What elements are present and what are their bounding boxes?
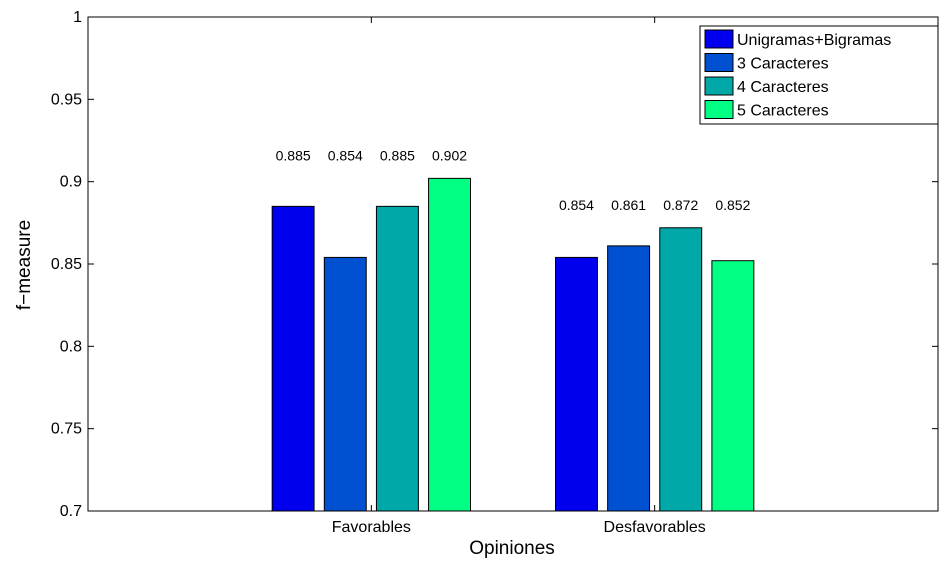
legend: Unigramas+Bigramas 3 Caracteres 4 Caracter… <box>699 25 939 125</box>
bar <box>428 177 472 512</box>
legend-swatch <box>704 100 734 119</box>
data-label: 0.854 <box>328 147 363 163</box>
bar <box>659 227 703 512</box>
y-tick-label: 0.8 <box>60 338 82 355</box>
x-axis-ticks: Favorables Desfavorables <box>332 17 706 536</box>
legend-label: 4 Caracteres <box>737 79 829 96</box>
data-label: 0.885 <box>276 147 311 163</box>
bar <box>375 205 419 512</box>
y-tick-label: 0.9 <box>60 174 82 191</box>
y-tick-label: 0.7 <box>60 503 82 520</box>
bar <box>555 256 598 512</box>
legend-box <box>699 25 939 125</box>
data-label: 0.854 <box>559 197 594 213</box>
y-tick-label: 0.95 <box>51 91 82 108</box>
legend-label: Unigramas+Bigramas <box>737 32 891 49</box>
bar <box>271 205 315 512</box>
x-axis-title: Opiniones <box>469 538 555 559</box>
x-tick-label: Favorables <box>332 519 411 536</box>
legend-swatch <box>704 76 734 96</box>
data-label: 0.872 <box>663 197 698 213</box>
data-label: 0.902 <box>432 147 467 163</box>
y-axis-ticks: 0.7 0.75 0.8 0.85 0.9 0.95 1 <box>51 9 938 520</box>
legend-swatch <box>704 53 734 72</box>
bar <box>607 245 651 512</box>
data-label: 0.861 <box>611 197 646 213</box>
legend-label: 3 Caracteres <box>737 56 829 73</box>
legend-swatch <box>704 29 734 49</box>
data-label: 0.852 <box>715 197 750 213</box>
y-axis-title: f−measure <box>14 220 35 310</box>
y-tick-label: 0.75 <box>51 421 82 438</box>
bar <box>323 256 367 512</box>
legend-label: 5 Caracteres <box>737 103 829 120</box>
y-tick-label: 0.85 <box>51 256 82 273</box>
bars <box>271 177 755 512</box>
data-labels: 0.885 0.854 0.885 0.902 0.854 0.861 0.872 0.852 <box>276 147 751 212</box>
y-tick-label: 1 <box>73 9 82 26</box>
bar <box>711 260 755 512</box>
x-tick-label: Desfavorables <box>604 519 706 536</box>
data-label: 0.885 <box>380 147 415 163</box>
